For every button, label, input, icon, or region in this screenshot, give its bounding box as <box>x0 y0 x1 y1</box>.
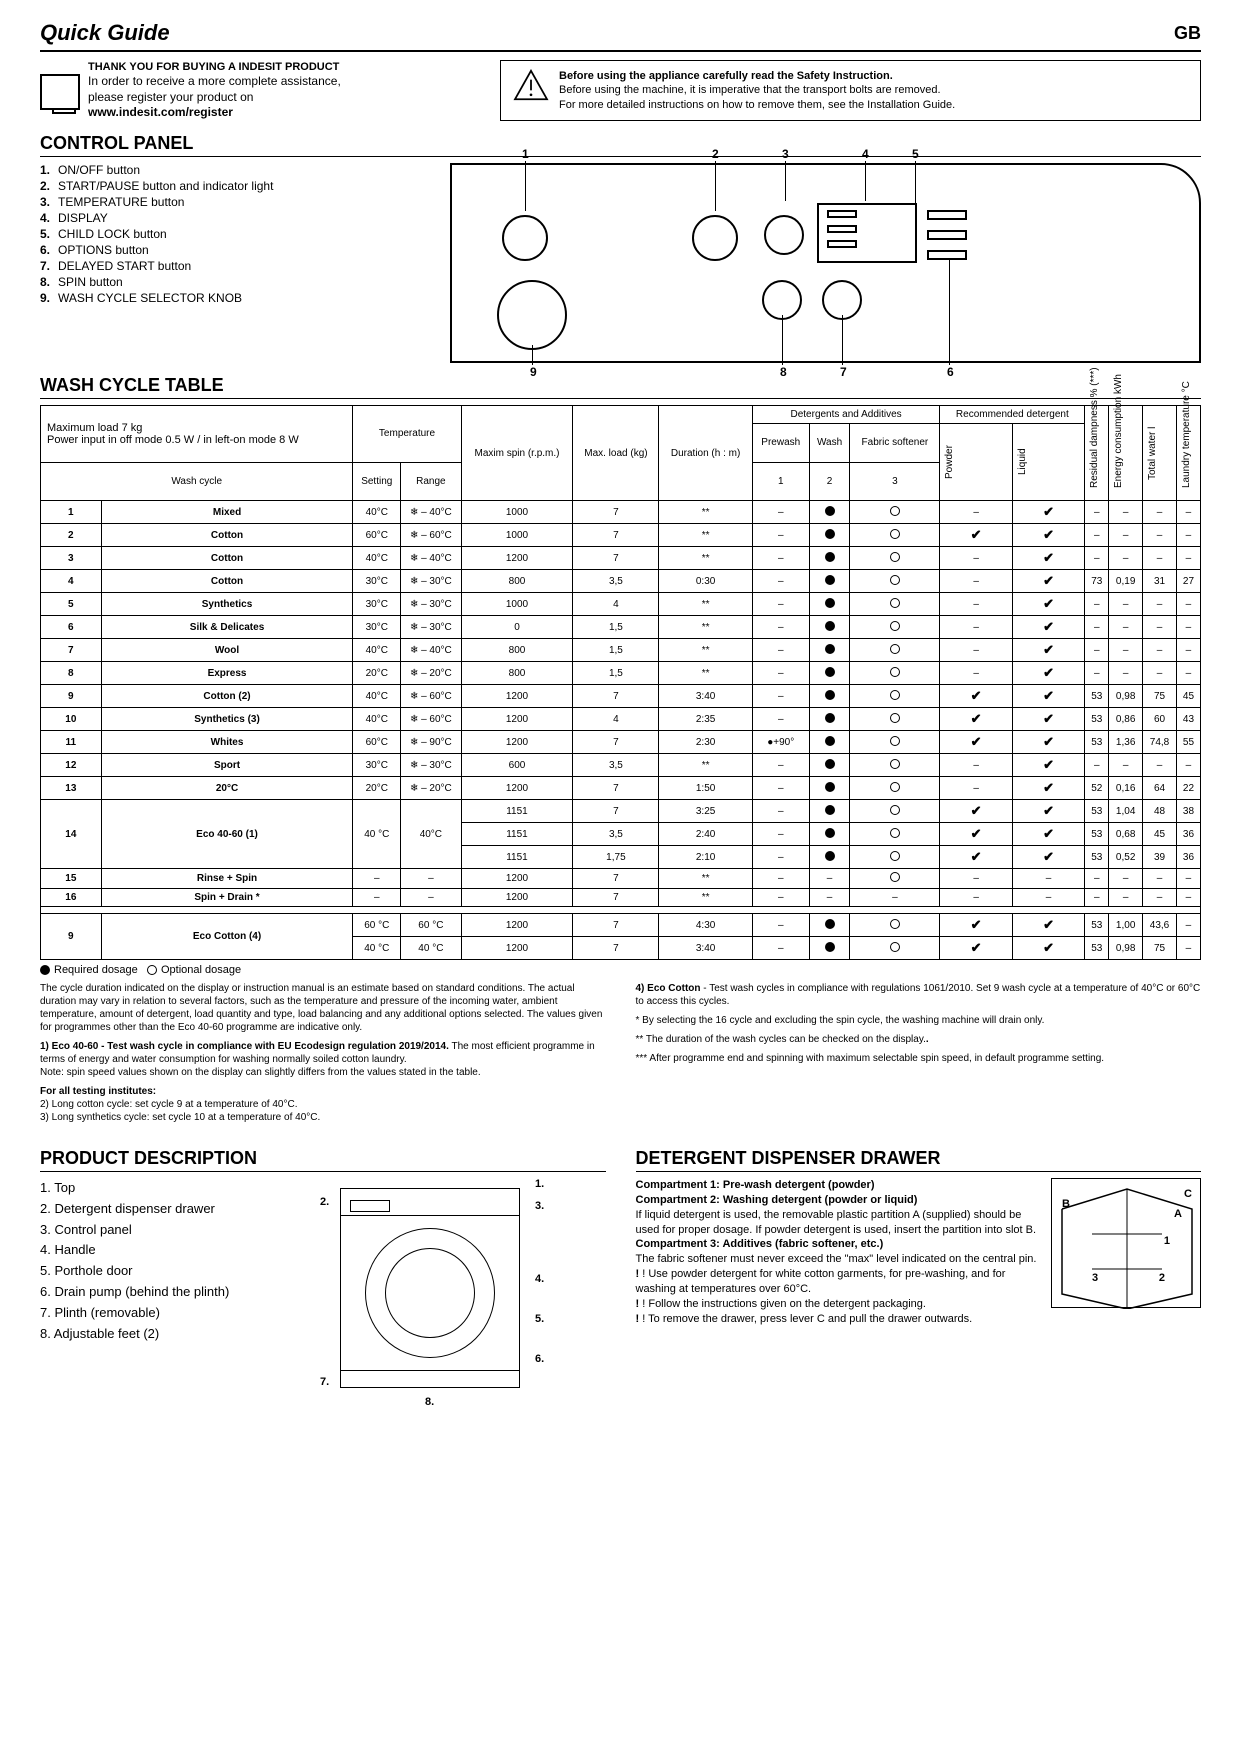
country-code: GB <box>1174 23 1201 44</box>
panel-diagram: 1 2 3 4 5 9 8 7 6 <box>450 163 1201 363</box>
product-heading: PRODUCT DESCRIPTION <box>40 1148 606 1172</box>
control-list: 1.ON/OFF button 2.START/PAUSE button and … <box>40 163 420 363</box>
control-heading: CONTROL PANEL <box>40 133 1201 157</box>
product-item: 1. Top <box>40 1178 290 1199</box>
table-row: 5Synthetics30°C❄ – 30°C10004**––✔–––– <box>41 593 1201 616</box>
table-row: 1320°C20°C❄ – 20°C120071:50––✔520,166422 <box>41 777 1201 800</box>
warning-box: Before using the appliance carefully rea… <box>500 60 1201 121</box>
product-item: 3. Control panel <box>40 1220 290 1241</box>
notes-right: 4) Eco Cotton - Test wash cycles in comp… <box>636 982 1202 1130</box>
product-item: 2. Detergent dispenser drawer <box>40 1199 290 1220</box>
product-diagram: 1. 2. 3. 4. 5. 6. 7. 8. <box>310 1178 606 1408</box>
legend: Required dosage Optional dosage <box>40 964 1201 976</box>
table-row: 12Sport30°C❄ – 30°C6003,5**––✔–––– <box>41 754 1201 777</box>
table-row: 4Cotton30°C❄ – 30°C8003,50:30––✔730,1931… <box>41 570 1201 593</box>
control-item: 2.START/PAUSE button and indicator light <box>40 179 420 193</box>
reg-url: www.indesit.com/register <box>88 105 341 121</box>
reg-line2: please register your product on <box>88 90 341 106</box>
table-row: 16Spin + Drain *––12007**––––––––– <box>41 889 1201 907</box>
product-item: 7. Plinth (removable) <box>40 1303 290 1324</box>
control-item: 6.OPTIONS button <box>40 243 420 257</box>
warn-bold: Before using the appliance carefully rea… <box>559 69 955 83</box>
warn-line2: For more detailed instructions on how to… <box>559 98 955 112</box>
page-title: Quick Guide <box>40 20 170 46</box>
table-row: 3Cotton40°C❄ – 40°C12007**––✔–––– <box>41 547 1201 570</box>
warn-line1: Before using the machine, it is imperati… <box>559 83 955 97</box>
notes-left: The cycle duration indicated on the disp… <box>40 982 606 1130</box>
table-row: 11Whites60°C❄ – 90°C120072:30●+90°✔✔531,… <box>41 731 1201 754</box>
table-row: 9Eco Cotton (4)60 °C60 °C120074:30–✔✔531… <box>41 914 1201 937</box>
wash-heading: WASH CYCLE TABLE <box>40 375 1201 399</box>
register-box: THANK YOU FOR BUYING A INDESIT PRODUCT I… <box>40 60 460 121</box>
product-item: 6. Drain pump (behind the plinth) <box>40 1282 290 1303</box>
control-item: 8.SPIN button <box>40 275 420 289</box>
table-row: 15Rinse + Spin––12007**–––––––– <box>41 869 1201 889</box>
table-row: 8Express20°C❄ – 20°C8001,5**––✔–––– <box>41 662 1201 685</box>
thank-text: THANK YOU FOR BUYING A INDESIT PRODUCT <box>88 60 341 74</box>
drawer-diagram: C B A 1 2 3 <box>1051 1178 1201 1308</box>
table-row: 7Wool40°C❄ – 40°C8001,5**––✔–––– <box>41 639 1201 662</box>
detergent-heading: DETERGENT DISPENSER DRAWER <box>636 1148 1202 1172</box>
table-row: 10Synthetics (3)40°C❄ – 60°C120042:35–✔✔… <box>41 708 1201 731</box>
warning-icon <box>513 69 549 101</box>
monitor-icon <box>40 74 80 110</box>
product-item: 5. Porthole door <box>40 1261 290 1282</box>
table-row: 1Mixed40°C❄ – 40°C10007**––✔–––– <box>41 501 1201 524</box>
control-item: 3.TEMPERATURE button <box>40 195 420 209</box>
product-list: 1. Top2. Detergent dispenser drawer3. Co… <box>40 1178 290 1408</box>
control-item: 9.WASH CYCLE SELECTOR KNOB <box>40 291 420 305</box>
product-item: 4. Handle <box>40 1240 290 1261</box>
wash-table: Maximum load 7 kgPower input in off mode… <box>40 405 1201 960</box>
table-row: 2Cotton60°C❄ – 60°C10007**–✔✔–––– <box>41 524 1201 547</box>
table-row: 14Eco 40-60 (1)40 °C40°C115173:25–✔✔531,… <box>41 800 1201 823</box>
control-item: 1.ON/OFF button <box>40 163 420 177</box>
detergent-text: C B A 1 2 3 Compartment 1: Pre-wash dete… <box>636 1178 1202 1326</box>
reg-line1: In order to receive a more complete assi… <box>88 74 341 90</box>
control-item: 4.DISPLAY <box>40 211 420 225</box>
table-row: 9Cotton (2)40°C❄ – 60°C120073:40–✔✔530,9… <box>41 685 1201 708</box>
table-row: 6Silk & Delicates30°C❄ – 30°C01,5**––✔––… <box>41 616 1201 639</box>
control-item: 7.DELAYED START button <box>40 259 420 273</box>
control-item: 5.CHILD LOCK button <box>40 227 420 241</box>
product-item: 8. Adjustable feet (2) <box>40 1324 290 1345</box>
